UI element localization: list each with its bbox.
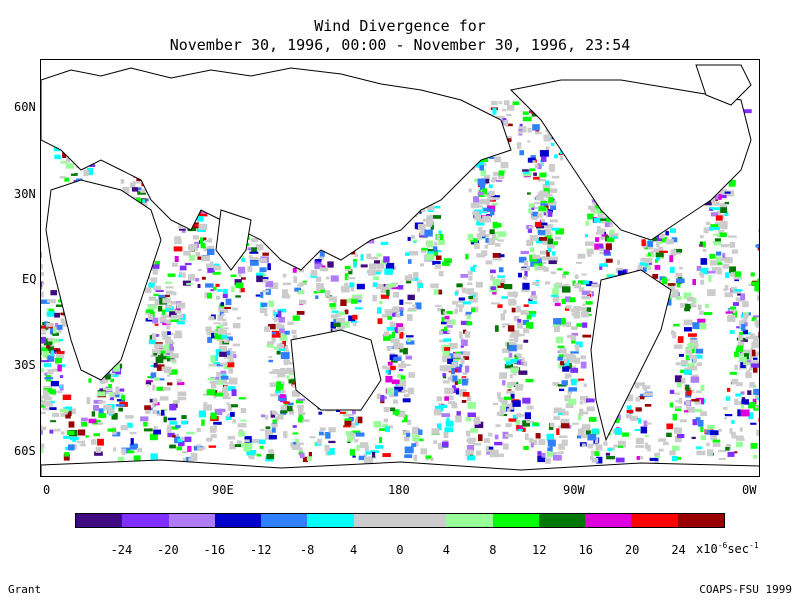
- legend-tick-label: -12: [249, 543, 272, 557]
- legend-swatch-3: [214, 514, 262, 527]
- legend-swatch-8: [446, 514, 493, 527]
- legend-swatch-9: [492, 514, 539, 527]
- chart-title-line-1: Wind Divergence for: [314, 17, 486, 35]
- map-plot-area: [40, 59, 760, 477]
- units-prefix: x10: [696, 542, 718, 556]
- legend-tick-label: -20: [157, 543, 179, 557]
- chart-title-line-2: November 30, 1996, 00:00 - November 30, …: [169, 36, 631, 54]
- legend-swatch-1: [122, 514, 169, 527]
- legend-tick-label: 4: [349, 543, 358, 557]
- wind-divergence-map: [41, 64, 759, 476]
- units-exponent: -6: [717, 541, 728, 550]
- legend-tick-label: 20: [624, 543, 640, 557]
- lon-label-90e: 90E: [212, 483, 234, 497]
- lon-label-0w: 0W: [742, 483, 757, 497]
- legend-tick-label: -8: [299, 543, 315, 557]
- continents: [41, 64, 759, 476]
- legend-tick-label: 12: [532, 543, 547, 557]
- legend-swatch-0: [76, 514, 123, 527]
- legend-tick-label: -24: [110, 543, 133, 557]
- legend-swatch-4: [261, 514, 308, 527]
- legend-swatch-12: [631, 514, 678, 527]
- credit-label: COAPS-FSU 1999: [699, 583, 792, 596]
- lat-label-eq: EQ: [22, 272, 37, 286]
- legend-tick-label: 4: [442, 543, 451, 557]
- lat-label-60s: 60S: [14, 444, 36, 458]
- color-scale-bar: [75, 513, 725, 528]
- legend-swatch-13: [677, 514, 724, 527]
- legend-tick-label: 0: [396, 543, 404, 557]
- legend-tick-label: 8: [489, 543, 497, 557]
- legend-swatch-10: [538, 514, 586, 527]
- legend-tick-label: -16: [203, 543, 226, 557]
- units-suffix: sec: [727, 542, 750, 556]
- lon-label-0: 0: [43, 483, 51, 497]
- lat-label-30n: 30N: [14, 187, 36, 201]
- legend-swatch-6: [353, 514, 400, 527]
- swath-band: [516, 109, 603, 464]
- swath-band: [718, 229, 759, 460]
- lat-label-60n: 60N: [14, 100, 36, 114]
- author-label: Grant: [8, 583, 42, 596]
- legend-tick-label: 24: [671, 543, 686, 557]
- legend-swatch-2: [168, 514, 215, 527]
- legend-swatch-7: [399, 514, 447, 527]
- legend-swatch-5: [307, 514, 354, 527]
- legend-tick-label: 16: [578, 543, 593, 557]
- lat-label-30s: 30S: [14, 358, 36, 372]
- lon-label-180: 180: [388, 483, 410, 497]
- legend-swatch-11: [585, 514, 632, 527]
- units-label: x10-6sec-1: [696, 541, 759, 556]
- units-exponent-2: -1: [749, 541, 759, 550]
- lon-label-90w: 90W: [563, 483, 585, 497]
